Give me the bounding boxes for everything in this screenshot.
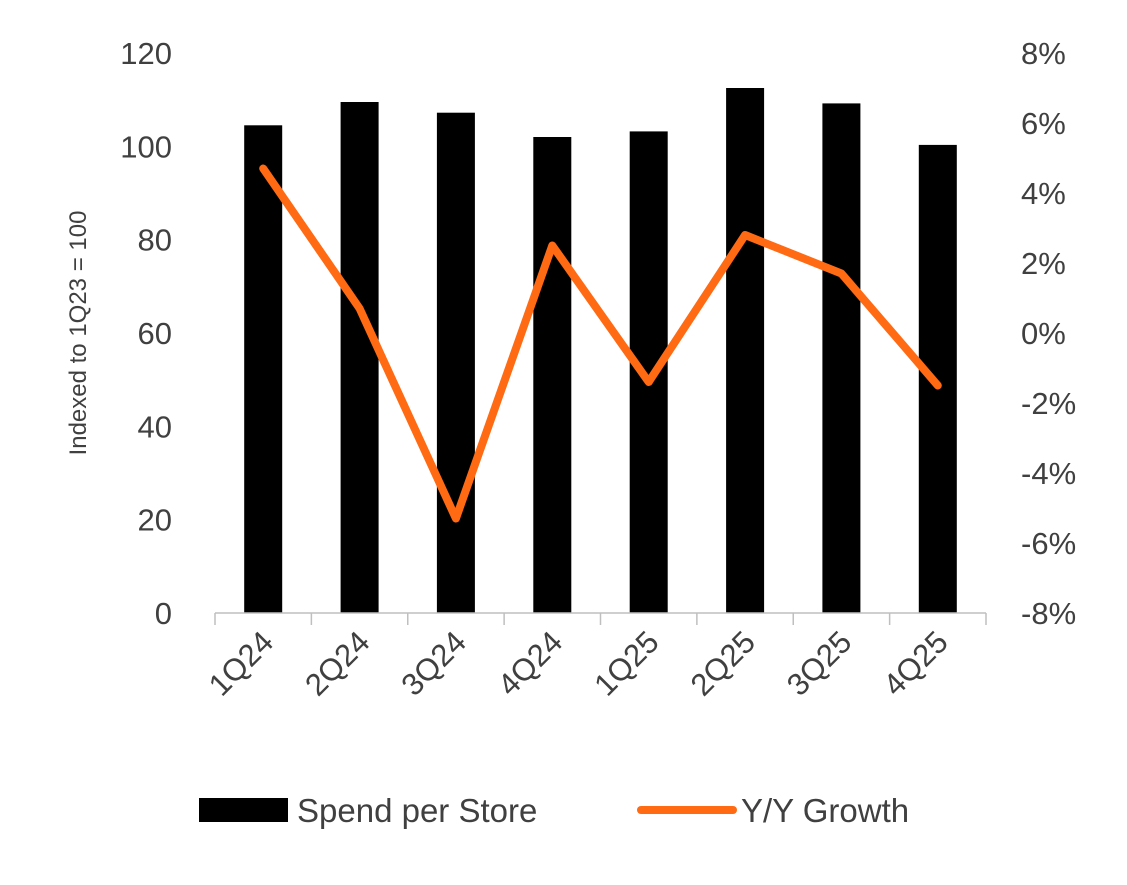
bar-1Q24 [244,125,282,613]
y-left-tick-label: 80 [138,223,172,258]
x-tick-label-3Q24: 3Q24 [394,624,472,702]
legend: Spend per Store Y/Y Growth [199,792,909,829]
y-right-tick-label: 6% [1021,106,1066,141]
y-right-tick-label: 8% [1021,36,1066,71]
y-right-tick-label: -8% [1021,596,1076,631]
legend-label-line: Y/Y Growth [741,792,909,829]
y-right-tick-label: 4% [1021,176,1066,211]
bar-3Q25 [822,103,860,613]
bars-layer [244,88,957,613]
y-left-tick-label: 120 [120,36,172,71]
x-tick-label-1Q25: 1Q25 [587,624,665,702]
y-left-tick-label: 40 [138,409,172,444]
x-tick-label-2Q24: 2Q24 [298,624,376,702]
y-right-tick-label: -2% [1021,386,1076,421]
x-tick-label-3Q25: 3Q25 [780,624,858,702]
x-tick-label-4Q24: 4Q24 [491,624,569,702]
legend-swatch-bar [199,798,288,822]
y-left-tick-label: 60 [138,316,172,351]
bar-3Q24 [437,113,475,613]
y-right-tick-label: 2% [1021,246,1066,281]
bar-2Q24 [341,102,379,613]
bar-2Q25 [726,88,764,613]
axis-layer [215,613,986,625]
bar-1Q25 [630,131,668,613]
bar-4Q25 [919,145,957,613]
x-tick-label-1Q24: 1Q24 [202,624,280,702]
bar-4Q24 [533,137,571,613]
y-left-tick-label: 100 [120,129,172,164]
x-tick-label-4Q25: 4Q25 [876,624,954,702]
y-left-tick-label: 20 [138,503,172,538]
y-axis-title: Indexed to 1Q23 = 100 [65,211,92,456]
legend-label-bar: Spend per Store [297,792,537,829]
y-left-tick-label: 0 [155,596,172,631]
y-right-tick-label: -6% [1021,526,1076,561]
y-right-tick-label: 0% [1021,316,1066,351]
x-tick-label-2Q25: 2Q25 [684,624,762,702]
y-right-tick-label: -4% [1021,456,1076,491]
